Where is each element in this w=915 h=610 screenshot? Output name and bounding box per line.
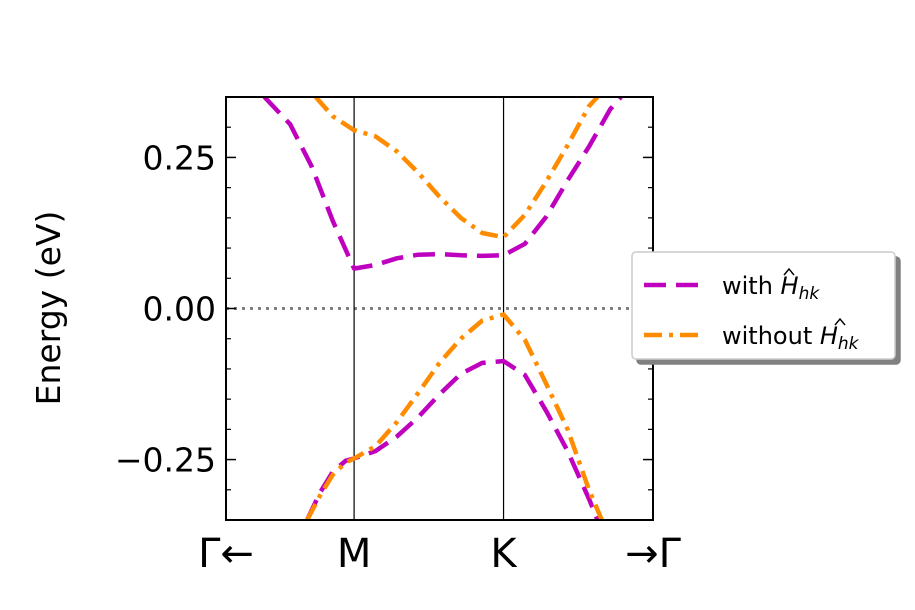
legend-hat-0 bbox=[783, 267, 795, 276]
series-0-band-1 bbox=[305, 358, 600, 520]
y-axis-label: Energy (eV) bbox=[29, 211, 68, 406]
legend-box bbox=[631, 251, 896, 360]
legend-label-0: with Hhk bbox=[722, 272, 820, 304]
series-0-band-0 bbox=[262, 97, 623, 271]
y-tick-label-0: −0.25 bbox=[115, 441, 216, 480]
series-layer bbox=[262, 97, 623, 520]
ticks: −0.25 0.00 0.25 Γ← M K →Γ bbox=[115, 96, 682, 577]
x-tick-label-3: →Γ bbox=[625, 531, 682, 577]
x-tick-label-1: M bbox=[337, 531, 372, 577]
legend: with Hhk without Hhk bbox=[631, 251, 896, 360]
y-tick-label-2: 0.25 bbox=[143, 138, 216, 177]
series-1-band-0 bbox=[314, 97, 600, 240]
x-tick-label-2: K bbox=[490, 531, 518, 577]
series-1-band-1 bbox=[305, 312, 604, 520]
x-tick-label-0: Γ← bbox=[198, 531, 254, 577]
legend-hat-1 bbox=[834, 317, 846, 326]
reference-lines bbox=[226, 97, 640, 520]
legend-label-1: without Hhk bbox=[722, 322, 860, 354]
y-tick-label-1: 0.00 bbox=[143, 290, 216, 329]
